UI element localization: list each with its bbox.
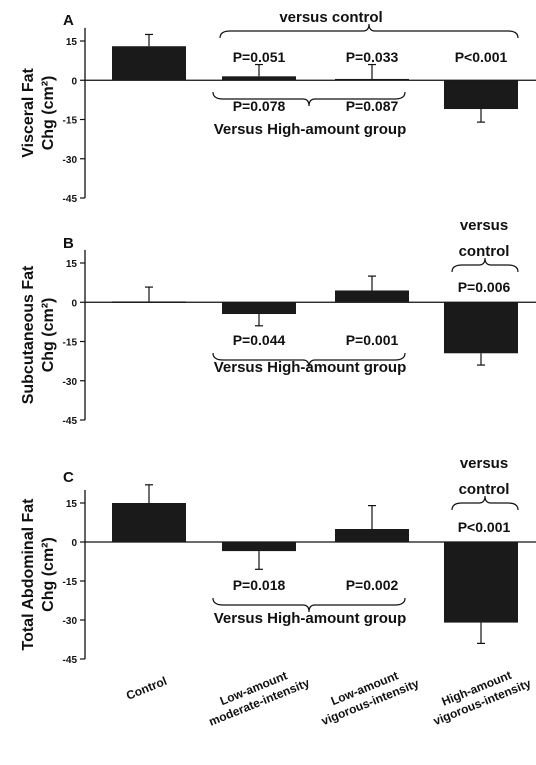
annotation: P=0.001 xyxy=(346,332,399,348)
panel-letter: B xyxy=(63,235,74,252)
y-axis-label-line: Total Abdominal Fat xyxy=(20,498,37,651)
annotation: Versus High-amount group xyxy=(214,610,407,627)
y-axis-label: Visceral Fat Chg (cm²) xyxy=(20,68,57,158)
panel-b: 15 0 -15 -30 -45 B Subcutaneous Fat Chg (cm²) ve… xyxy=(20,217,536,427)
annotation: versus xyxy=(460,455,508,472)
y-tick-label: 15 xyxy=(66,259,78,270)
annotation: P=0.018 xyxy=(233,577,286,593)
y-axis-label-line: Chg (cm²) xyxy=(40,537,57,612)
brace xyxy=(212,352,406,368)
x-category-label: High-amountvigorous-intensity xyxy=(426,662,534,728)
brace xyxy=(219,23,519,39)
bar xyxy=(444,542,518,623)
y-axis-label-line: Chg (cm²) xyxy=(40,76,57,151)
annotation: P=0.044 xyxy=(233,332,286,348)
annotation: P<0.001 xyxy=(455,49,508,65)
y-axis-label-line: Chg (cm²) xyxy=(40,298,57,373)
bar xyxy=(112,46,186,81)
brace xyxy=(451,495,519,511)
y-axis-label-line: Visceral Fat xyxy=(20,68,37,158)
y-tick-label: -30 xyxy=(63,377,78,388)
annotation: versus xyxy=(460,217,508,234)
annotation: P=0.087 xyxy=(346,98,399,114)
y-tick-label: -30 xyxy=(63,155,78,166)
panel-a: 15 0 -15 -30 -45 A Visceral Fat Chg (cm²) versus… xyxy=(20,9,536,205)
annotation: P=0.002 xyxy=(346,577,399,593)
panel-letter: C xyxy=(63,469,74,486)
y-tick-label: 15 xyxy=(66,37,78,48)
bar xyxy=(444,302,518,354)
annotation: P=0.078 xyxy=(233,98,286,114)
y-tick-label: 15 xyxy=(66,499,78,510)
annotation: control xyxy=(459,481,510,498)
bar xyxy=(112,503,186,542)
panel-c: 15 0 -15 -30 -45 C Total Abdominal Fat Chg (cm²… xyxy=(20,455,536,666)
bar xyxy=(222,302,296,315)
y-tick-label: -15 xyxy=(63,116,78,127)
x-category-label: Control xyxy=(124,674,169,703)
annotation: P=0.051 xyxy=(233,49,286,65)
annotation: Versus High-amount group xyxy=(214,359,407,376)
x-category-label: Low-amountvigorous-intensity xyxy=(314,662,422,728)
x-category-label-line: Control xyxy=(124,674,169,703)
x-category-label: Low-amountmoderate-intensity xyxy=(201,662,312,729)
annotation: control xyxy=(459,243,510,260)
brace xyxy=(451,257,519,273)
y-tick-label: -15 xyxy=(63,338,78,349)
annotation: P=0.033 xyxy=(346,49,399,65)
y-tick-label: -30 xyxy=(63,616,78,627)
bar xyxy=(222,76,296,81)
y-axis-label: Subcutaneous Fat Chg (cm²) xyxy=(20,265,57,404)
annotation: P=0.006 xyxy=(458,279,511,295)
annotation: P<0.001 xyxy=(458,519,511,535)
y-tick-label: 0 xyxy=(71,298,77,309)
y-tick-label: 0 xyxy=(71,76,77,87)
annotation: versus control xyxy=(279,9,382,26)
y-tick-label: -45 xyxy=(63,655,78,666)
y-tick-label: 0 xyxy=(71,538,77,549)
brace xyxy=(212,597,406,613)
bar xyxy=(335,529,409,542)
bar xyxy=(444,80,518,110)
bar xyxy=(335,290,409,303)
y-tick-label: -15 xyxy=(63,577,78,588)
brace xyxy=(212,91,406,107)
y-tick-label: -45 xyxy=(63,194,78,205)
y-tick-label: -45 xyxy=(63,416,78,427)
bar xyxy=(335,78,409,81)
bar xyxy=(112,301,186,303)
y-axis-label-line: Subcutaneous Fat xyxy=(20,265,37,404)
y-axis-label: Total Abdominal Fat Chg (cm²) xyxy=(20,498,57,651)
panel-letter: A xyxy=(63,12,74,29)
annotation: Versus High-amount group xyxy=(214,121,407,138)
bar xyxy=(222,542,296,552)
